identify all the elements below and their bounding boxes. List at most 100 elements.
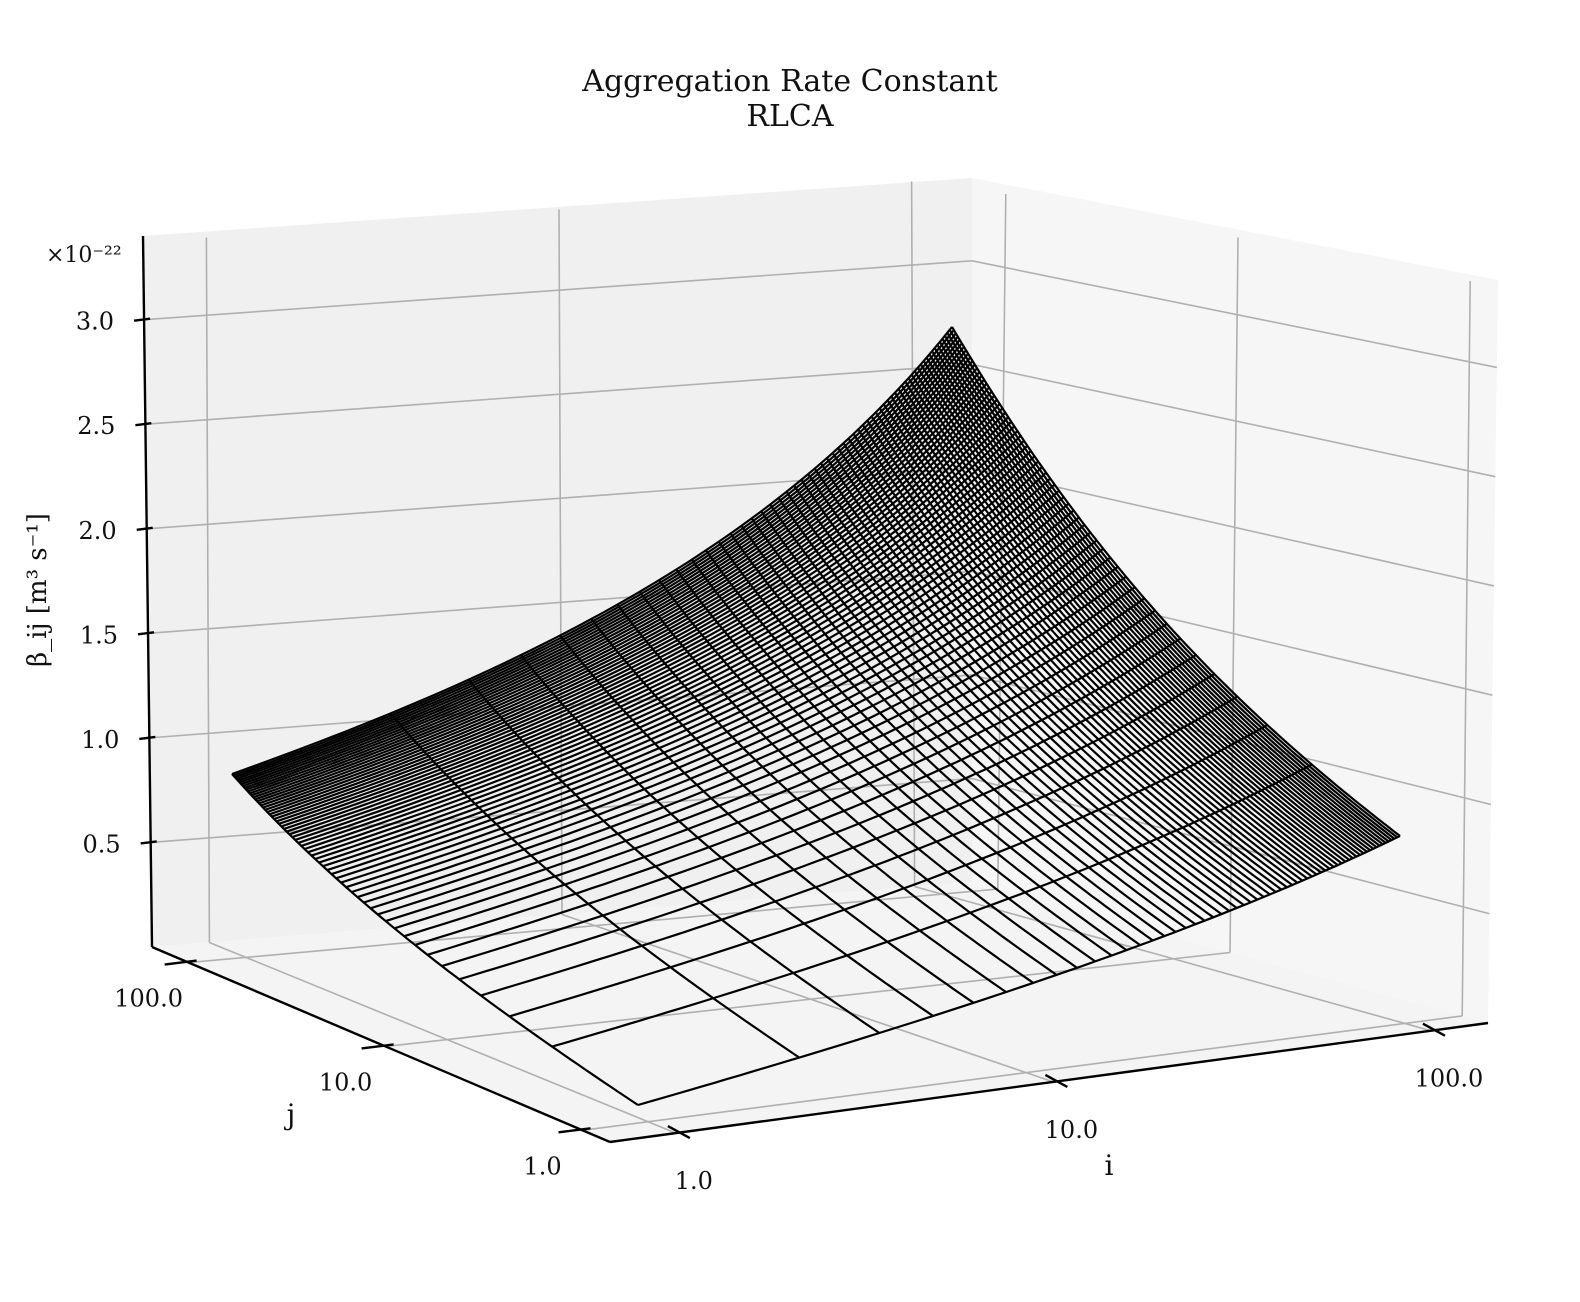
surface-line-i [729,532,1154,942]
surface-line-i [931,350,1378,849]
j-gridline-floor [582,1015,1463,1132]
surface-line-i [925,357,1371,852]
surface-line-j [256,378,985,803]
surface-line-j [237,339,961,782]
x-axis-label: i [1105,1149,1114,1182]
z-gridline-back [144,260,973,321]
j-gridline-floor [385,951,1231,1048]
surface-line-i [638,591,1058,976]
axis-lines [141,235,1489,1144]
i-gridline-side [997,194,1007,890]
surface-line-j [551,763,1313,1048]
surface-line-j [480,695,1238,997]
j-tick-mark [361,1043,394,1050]
surface-line-i [705,549,1128,951]
surface-line-j [266,399,998,814]
surface-line-j [370,566,1119,910]
surface-line-i [690,558,1113,957]
surface-line-i [890,395,1331,870]
surface-line-j [307,471,1047,854]
surface-line-j [394,597,1145,930]
surface-line-j [322,496,1065,868]
surface-line-i [907,377,1350,861]
surface-line-i [785,491,1214,919]
surface-line-j [236,336,959,781]
surface-line-j [283,430,1019,830]
surface-line-i [842,442,1277,893]
surface-line-j [311,477,1051,857]
surface-line-i [916,367,1361,856]
surface-line-i [946,332,1396,840]
surface-line-j [414,622,1168,946]
surface-line-j [291,445,1029,839]
surface-line-i [231,773,639,1106]
z-tick-label: 1.0 [81,726,119,754]
i-tick-label: 100.0 [1415,1065,1484,1093]
surface-line-i [852,433,1288,889]
surface-line-j [262,390,993,809]
surface-line-j [289,440,1025,836]
z-gridline-side [971,363,1496,478]
surface-line-i [800,479,1230,912]
surface-line-i [919,363,1365,855]
z-gridline-back [145,363,973,426]
j-tick-mark [164,959,197,966]
surface-line-j [304,466,1043,851]
surface-line-i [938,341,1387,844]
back-pane [143,178,972,947]
surface-line-i [951,326,1401,837]
surface-line-j [278,420,1012,825]
surface-line-i [831,452,1265,898]
surface-line-i [870,415,1308,880]
surface-line-i [837,447,1271,896]
surface-line-i [904,381,1347,863]
i-gridline-floor [914,885,1432,1032]
z-tick-label: 3.0 [76,308,114,336]
surface-line-i [520,654,934,1017]
surface-line-i [878,407,1318,876]
z-tick-mark [133,317,151,322]
surface-mesh [231,326,1401,1107]
surface-line-j [363,556,1111,904]
surface-line-j [294,450,1032,841]
i-tick-mark [1044,1073,1068,1088]
surface-line-i [590,618,1007,994]
i-gridline-floor [209,941,677,1134]
surface-line-j [345,531,1092,889]
surface-line-i [740,525,1166,937]
surface-line-i [897,388,1339,866]
surface-line-j [239,342,963,784]
surface-line-i [717,541,1141,946]
surface-line-i [861,424,1299,884]
surface-line-j [233,329,955,777]
j-tick-label: 100.0 [114,985,183,1013]
i-gridline-side [1461,280,1471,1016]
surface-line-j [286,435,1022,833]
surface-line-j [273,411,1007,821]
surface-line-i [866,420,1304,882]
z-tick-label: 0.5 [83,830,121,858]
j-gridline-back [558,209,563,915]
surface-line-j [249,363,976,795]
surface-line-j [314,483,1056,861]
i-axis-line [609,1021,1489,1144]
surface-line-j [252,371,981,799]
surface-line-i [933,347,1381,847]
j-gridline-back [205,237,211,943]
surface-line-j [269,403,1001,816]
z-tick-mark [136,526,153,531]
z-tick-label: 2.5 [77,412,115,440]
y-axis-label: j [284,1098,296,1131]
surface-line-i [922,360,1368,853]
surface-line-j [258,382,988,805]
surface-line-i [900,384,1343,865]
surface-line-i [777,497,1206,922]
surface-line-j [264,394,996,811]
surface-line-j [254,375,983,801]
z-axis-line [141,235,154,948]
z-gridline-side [971,570,1493,696]
surface-line-j [240,346,965,786]
side-pane [972,178,1498,1023]
surface-line-i [928,353,1375,850]
surface-line-i [820,462,1252,904]
